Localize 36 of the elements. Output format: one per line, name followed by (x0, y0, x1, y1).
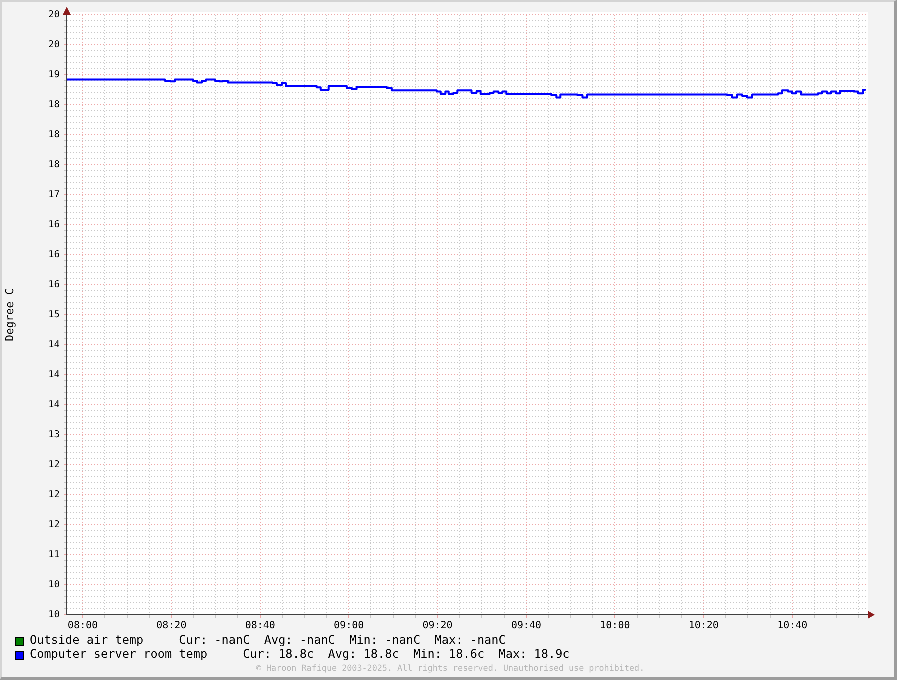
x-tick-label: 08:00 (68, 620, 98, 632)
y-tick-label: 12 (48, 459, 60, 470)
text: Cur: 18.8c Avg: 18.8c Min: 18.6c Max: 18.9c (243, 647, 570, 662)
x-tick-label: 10:40 (778, 620, 808, 632)
y-tick-label: 12 (48, 519, 60, 530)
x-tick-label: 10:20 (688, 620, 719, 632)
y-tick-label: 16 (48, 279, 60, 290)
y-tick-label: 20 (48, 39, 60, 50)
x-tick-label: 08:40 (245, 620, 276, 632)
y-tick-label: 13 (48, 429, 60, 440)
x-tick-label: 09:00 (334, 620, 364, 632)
y-tick-label: 18 (48, 129, 60, 140)
x-tick-label: 10:00 (600, 620, 630, 632)
x-tick-label: 08:20 (156, 620, 187, 632)
y-tick-label: 10 (48, 609, 60, 620)
y-tick-label: 19 (48, 69, 60, 80)
y-tick-label: 12 (48, 489, 60, 500)
y-tick-label: 11 (48, 549, 60, 560)
y-tick-label: 14 (48, 339, 60, 350)
y-tick-label: 16 (48, 249, 60, 260)
y-tick-label: 17 (48, 189, 60, 200)
text: © Haroon Rafique 2003-2025. All rights reserved. Unauthorised use prohibited. (256, 663, 645, 674)
y-tick-label: 10 (48, 579, 60, 590)
legend-label: Outside air temp (30, 633, 144, 648)
x-tick-label: 09:20 (422, 620, 453, 632)
y-tick-label: 16 (48, 219, 60, 230)
y-axis-title: Degree C (3, 288, 16, 342)
y-tick-label: 18 (48, 159, 60, 170)
y-tick-label: 18 (48, 99, 60, 110)
text: Cur: -nanC Avg: -nanC Min: -nanC Max: -nanC (179, 633, 506, 648)
y-tick-label: 20 (48, 9, 60, 20)
y-tick-label: 14 (48, 369, 60, 380)
y-tick-label: 15 (48, 309, 60, 320)
legend-label: Computer server room temp (30, 647, 208, 662)
x-tick-label: 09:40 (511, 620, 542, 632)
y-tick-label: 14 (48, 399, 60, 410)
